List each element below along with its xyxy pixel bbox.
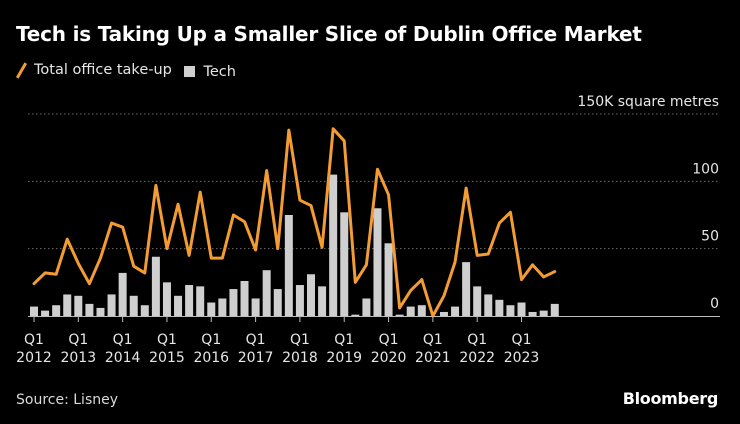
tech-bar (162, 282, 171, 316)
tech-bar (30, 306, 38, 316)
x-tick-label-quarter: Q1 (68, 332, 88, 348)
source-note: Source: Lisney (16, 392, 119, 408)
tech-bar (484, 294, 493, 316)
tech-bar (129, 295, 138, 316)
tech-bar (539, 310, 548, 316)
tech-bar (473, 286, 482, 316)
tech-bar (495, 299, 504, 316)
tech-bar (284, 215, 293, 316)
tech-bar (362, 298, 371, 316)
legend-item-tech: Tech (184, 63, 236, 80)
tech-bar (74, 295, 83, 316)
tech-bar (318, 286, 327, 316)
x-tick-label-quarter: Q1 (24, 332, 44, 348)
x-tick-label-quarter: Q1 (334, 332, 354, 348)
bloomberg-logo: Bloomberg (622, 389, 719, 408)
tech-bar (417, 305, 426, 316)
x-tick-label-quarter: Q1 (423, 332, 443, 348)
tech-bar (517, 302, 526, 316)
tech-bar (85, 303, 94, 316)
tech-bar (384, 243, 393, 316)
tech-bar (52, 305, 61, 316)
x-tick-label-quarter: Q1 (201, 332, 221, 348)
legend-label-total: Total office take-up (34, 62, 172, 78)
legend: Total office take-up Tech (16, 62, 244, 81)
tech-bar (406, 306, 415, 316)
tech-bar (340, 212, 349, 316)
tech-bar (229, 289, 238, 316)
tech-bar (550, 303, 559, 316)
x-tick-label-year: 2016 (193, 350, 229, 366)
x-tick-label-year: 2018 (282, 350, 318, 366)
legend-item-total: Total office take-up (16, 62, 172, 78)
tech-bar (251, 298, 260, 316)
x-tick-label-year: 2019 (326, 350, 362, 366)
tech-bar (307, 274, 315, 316)
tech-bar (185, 285, 194, 316)
x-tick-label-year: 2012 (16, 350, 52, 366)
tech-bar (329, 174, 338, 316)
y-tick-label: 100 (692, 161, 719, 177)
total-takeup-line (32, 127, 557, 318)
y-tick-label: 0 (710, 296, 719, 312)
chart-title: Tech is Taking Up a Smaller Slice of Dub… (16, 22, 642, 46)
x-tick-label-quarter: Q1 (290, 332, 310, 348)
tech-bar (96, 307, 105, 316)
x-tick-label-year: 2022 (459, 350, 495, 366)
tech-bar (439, 311, 448, 316)
x-tick-label-quarter: Q1 (379, 332, 399, 348)
tech-bar (107, 294, 116, 316)
tech-bar (295, 285, 304, 316)
x-tick-label-year: 2014 (105, 350, 141, 366)
tech-bar (151, 256, 160, 316)
tech-bar (196, 286, 205, 316)
x-tick-label-year: 2023 (504, 350, 540, 366)
x-tick-label-quarter: Q1 (467, 332, 487, 348)
tech-bar (41, 310, 50, 316)
x-tick-label-quarter: Q1 (512, 332, 532, 348)
x-tick-label-quarter: Q1 (113, 332, 133, 348)
tech-bar (218, 298, 227, 316)
tech-bar (207, 302, 216, 316)
tech-bar (140, 305, 149, 316)
tech-bar (395, 314, 404, 316)
tech-bar (351, 314, 360, 316)
tech-bar (118, 272, 127, 316)
tech-bar (63, 294, 72, 316)
bar-swatch-icon (184, 66, 196, 77)
x-tick-label-year: 2013 (60, 350, 96, 366)
tech-bar (528, 311, 537, 316)
tech-bar (262, 270, 271, 316)
tech-bar (373, 208, 382, 316)
x-tick-label-year: 2017 (238, 350, 274, 366)
x-tick-label-year: 2020 (371, 350, 407, 366)
tech-bar (273, 289, 282, 316)
tech-bar (451, 306, 460, 316)
y-tick-label: 150K square metres (577, 94, 719, 110)
x-tick-label-quarter: Q1 (246, 332, 266, 348)
x-tick-label-year: 2021 (415, 350, 451, 366)
legend-label-tech: Tech (203, 63, 236, 80)
tech-bar (506, 305, 515, 316)
tech-bar (462, 262, 471, 316)
tech-bar (240, 280, 249, 316)
x-tick-label-quarter: Q1 (157, 332, 177, 348)
y-tick-label: 50 (701, 229, 719, 245)
tech-bar (174, 295, 183, 316)
x-tick-label-year: 2015 (149, 350, 185, 366)
